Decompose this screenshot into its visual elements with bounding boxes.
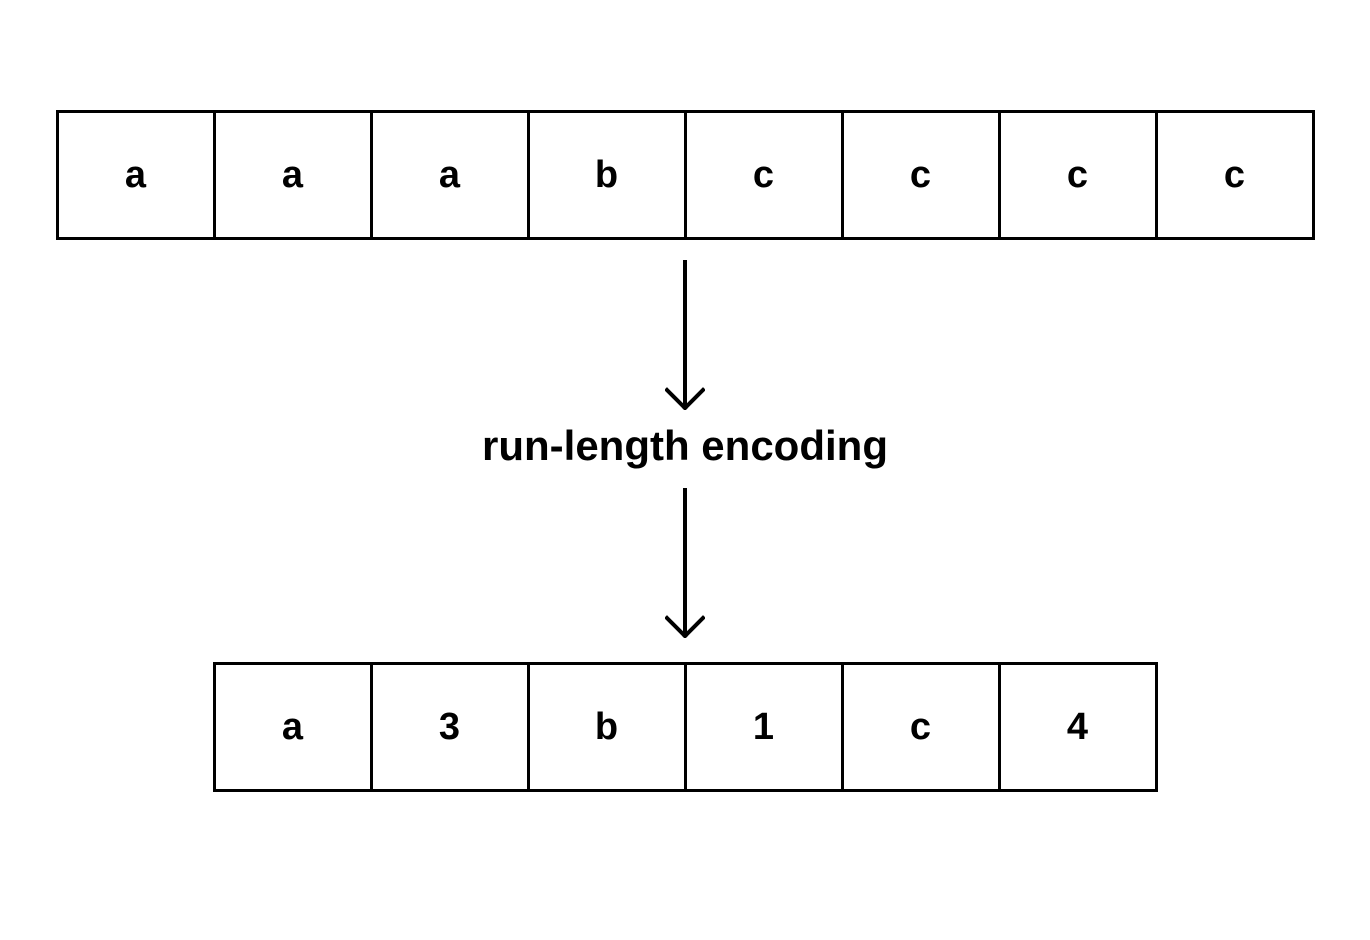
output-cell-0: a <box>213 662 373 792</box>
input-cell-1: a <box>213 110 373 240</box>
output-array-row: a3b1c4 <box>213 662 1158 792</box>
input-cell-3: b <box>527 110 687 240</box>
output-cell-2: b <box>527 662 687 792</box>
output-cell-1: 3 <box>370 662 530 792</box>
encoding-label: run-length encoding <box>482 422 888 470</box>
arrow-bottom <box>665 488 705 638</box>
input-cell-2: a <box>370 110 530 240</box>
input-cell-4: c <box>684 110 844 240</box>
input-array-row: aaabcccc <box>56 110 1315 240</box>
input-cell-0: a <box>56 110 216 240</box>
output-cell-4: c <box>841 662 1001 792</box>
output-cell-3: 1 <box>684 662 844 792</box>
output-cell-5: 4 <box>998 662 1158 792</box>
input-cell-7: c <box>1155 110 1315 240</box>
input-cell-5: c <box>841 110 1001 240</box>
arrow-top <box>665 260 705 410</box>
input-cell-6: c <box>998 110 1158 240</box>
diagram-container: aaabcccc run-length encoding a3b1c4 <box>0 0 1370 940</box>
